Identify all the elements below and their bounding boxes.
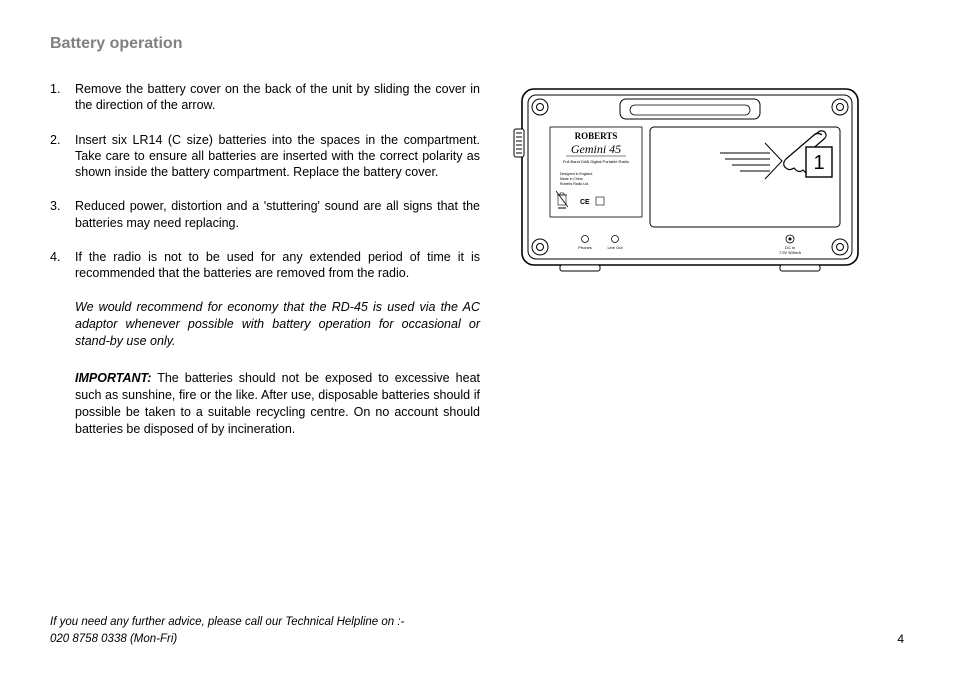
device-diagram: ROBERTS Gemini 45 Full Band DAB Digital … <box>510 81 870 281</box>
subtitle-text: Full Band DAB Digital Portable Radio <box>563 159 630 164</box>
helpline-line2: 020 8758 0338 (Mon-Fri) <box>50 631 904 648</box>
recommendation-note: We would recommend for economy that the … <box>75 299 480 350</box>
instruction-step: 2. Insert six LR14 (C size) batteries in… <box>50 132 480 181</box>
step-text: Remove the battery cover on the back of … <box>75 81 480 114</box>
model-text: Gemini 45 <box>571 142 621 156</box>
instruction-step: 3. Reduced power, distortion and a 'stut… <box>50 198 480 231</box>
content-area: 1. Remove the battery cover on the back … <box>50 81 904 437</box>
svg-text:Designed in England: Designed in England <box>560 172 592 176</box>
svg-text:7.5V 500mA: 7.5V 500mA <box>779 250 801 255</box>
instruction-step: 4. If the radio is not to be used for an… <box>50 249 480 282</box>
left-column: 1. Remove the battery cover on the back … <box>50 81 480 437</box>
step-text: Insert six LR14 (C size) batteries into … <box>75 132 480 181</box>
step-number: 4. <box>50 249 75 282</box>
callout-number: 1 <box>813 152 824 174</box>
instruction-step: 1. Remove the battery cover on the back … <box>50 81 480 114</box>
helpline-text: If you need any further advice, please c… <box>50 614 904 649</box>
page-number: 4 <box>897 632 904 646</box>
svg-text:Made in China: Made in China <box>560 177 583 181</box>
step-text: Reduced power, distortion and a 'stutter… <box>75 198 480 231</box>
svg-text:Line Out: Line Out <box>607 245 623 250</box>
step-text: If the radio is not to be used for any e… <box>75 249 480 282</box>
page-title: Battery operation <box>50 35 904 53</box>
svg-text:Phones: Phones <box>578 245 592 250</box>
important-note: IMPORTANT: The batteries should not be e… <box>75 370 480 438</box>
helpline-line1: If you need any further advice, please c… <box>50 614 904 631</box>
brand-text: ROBERTS <box>575 131 618 141</box>
step-number: 2. <box>50 132 75 181</box>
svg-text:CE: CE <box>580 199 590 206</box>
step-number: 3. <box>50 198 75 231</box>
step-number: 1. <box>50 81 75 114</box>
page-footer: If you need any further advice, please c… <box>50 614 904 649</box>
right-column: ROBERTS Gemini 45 Full Band DAB Digital … <box>510 81 870 437</box>
svg-text:Roberts Radio Ltd.: Roberts Radio Ltd. <box>560 182 589 186</box>
important-label: IMPORTANT: <box>75 371 151 385</box>
